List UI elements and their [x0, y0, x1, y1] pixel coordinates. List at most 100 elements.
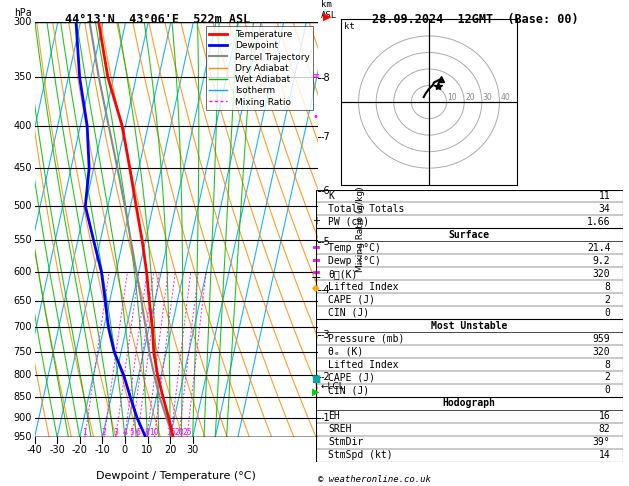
Text: 16: 16: [599, 411, 610, 421]
Text: hPa: hPa: [14, 8, 31, 17]
Text: 2: 2: [604, 295, 610, 305]
Text: 8: 8: [604, 282, 610, 292]
Text: 2: 2: [102, 428, 106, 437]
Text: CAPE (J): CAPE (J): [328, 372, 375, 382]
Text: 750: 750: [13, 347, 31, 357]
Legend: Temperature, Dewpoint, Parcel Trajectory, Dry Adiabat, Wet Adiabat, Isotherm, Mi: Temperature, Dewpoint, Parcel Trajectory…: [206, 26, 313, 110]
Text: EH: EH: [328, 411, 340, 421]
Text: ◆: ◆: [312, 283, 320, 293]
Text: 450: 450: [13, 163, 31, 173]
Text: -10: -10: [94, 445, 110, 454]
Text: Lifted Index: Lifted Index: [328, 360, 399, 369]
Text: -4: -4: [321, 285, 330, 295]
Text: © weatheronline.co.uk: © weatheronline.co.uk: [318, 474, 430, 484]
Text: Most Unstable: Most Unstable: [431, 321, 508, 330]
Text: PW (cm): PW (cm): [328, 217, 369, 227]
Text: θᴇ(K): θᴇ(K): [328, 269, 357, 279]
Text: Lifted Index: Lifted Index: [328, 282, 399, 292]
Text: Mixing Ratio (g/kg): Mixing Ratio (g/kg): [355, 187, 365, 273]
Text: 14: 14: [599, 450, 610, 460]
Text: -3: -3: [321, 330, 330, 340]
Text: Pressure (mb): Pressure (mb): [328, 333, 404, 344]
Text: 16: 16: [166, 428, 175, 437]
Text: -7: -7: [321, 132, 330, 142]
Text: Totals Totals: Totals Totals: [328, 204, 404, 214]
Text: 4: 4: [122, 428, 127, 437]
Text: Dewpoint / Temperature (°C): Dewpoint / Temperature (°C): [96, 471, 256, 481]
Text: 0: 0: [122, 445, 128, 454]
Text: 10: 10: [447, 92, 457, 102]
Text: CIN (J): CIN (J): [328, 385, 369, 396]
Text: 320: 320: [593, 269, 610, 279]
Text: StmDir: StmDir: [328, 437, 364, 447]
Text: 39°: 39°: [593, 437, 610, 447]
Text: kt: kt: [345, 22, 355, 32]
Text: 700: 700: [13, 322, 31, 332]
Text: 30: 30: [482, 92, 493, 102]
Text: 3: 3: [113, 428, 118, 437]
Text: CAPE (J): CAPE (J): [328, 295, 375, 305]
Text: 350: 350: [13, 72, 31, 83]
Text: 5: 5: [129, 428, 134, 437]
Text: -8: -8: [321, 73, 330, 84]
Text: 2: 2: [604, 372, 610, 382]
Text: 600: 600: [13, 267, 31, 277]
Text: 8: 8: [145, 428, 149, 437]
Text: 850: 850: [13, 392, 31, 402]
Text: 950: 950: [13, 433, 31, 442]
Text: 959: 959: [593, 333, 610, 344]
Text: 1.66: 1.66: [587, 217, 610, 227]
Text: 320: 320: [593, 347, 610, 357]
Text: ←LCL: ←LCL: [321, 382, 345, 392]
Text: 6: 6: [135, 428, 140, 437]
Text: CIN (J): CIN (J): [328, 308, 369, 318]
Text: -5: -5: [321, 237, 330, 247]
Text: 11: 11: [599, 191, 610, 201]
Text: ▶: ▶: [323, 11, 331, 21]
Text: ≡: ≡: [312, 71, 320, 81]
Text: 34: 34: [599, 204, 610, 214]
Text: 550: 550: [13, 235, 31, 245]
Text: 20: 20: [174, 428, 184, 437]
Text: +: +: [311, 271, 321, 284]
Text: 0: 0: [604, 385, 610, 396]
Text: θₑ (K): θₑ (K): [328, 347, 364, 357]
Text: 21.4: 21.4: [587, 243, 610, 253]
Text: 800: 800: [13, 370, 31, 381]
Text: Surface: Surface: [448, 230, 490, 240]
Text: 30: 30: [187, 445, 199, 454]
Text: 10: 10: [150, 428, 159, 437]
Text: -6: -6: [321, 186, 330, 196]
Text: -20: -20: [72, 445, 87, 454]
Text: 10: 10: [142, 445, 153, 454]
Text: Hodograph: Hodograph: [443, 399, 496, 408]
Text: 82: 82: [599, 424, 610, 434]
Text: •: •: [313, 112, 319, 122]
Text: Temp (°C): Temp (°C): [328, 243, 381, 253]
Text: -30: -30: [49, 445, 65, 454]
Text: 28.09.2024  12GMT  (Base: 00): 28.09.2024 12GMT (Base: 00): [372, 13, 578, 26]
Text: 500: 500: [13, 201, 31, 211]
Text: 900: 900: [13, 413, 31, 423]
Text: 25: 25: [182, 428, 192, 437]
Text: ■: ■: [311, 374, 320, 384]
Text: 1: 1: [82, 428, 87, 437]
Text: -40: -40: [26, 445, 43, 454]
Text: +: +: [312, 216, 320, 226]
Text: 44°13'N  43°06'E  522m ASL: 44°13'N 43°06'E 522m ASL: [65, 13, 250, 26]
Text: -2: -2: [321, 372, 330, 382]
Text: 40: 40: [500, 92, 510, 102]
Text: km
ASL: km ASL: [321, 0, 337, 20]
Text: 300: 300: [13, 17, 31, 27]
Text: 9.2: 9.2: [593, 256, 610, 266]
Text: 0: 0: [604, 308, 610, 318]
Text: Dewp (°C): Dewp (°C): [328, 256, 381, 266]
Text: 8: 8: [604, 360, 610, 369]
Text: 400: 400: [13, 121, 31, 131]
Text: 650: 650: [13, 295, 31, 306]
Text: StmSpd (kt): StmSpd (kt): [328, 450, 392, 460]
Text: K: K: [328, 191, 334, 201]
Text: SREH: SREH: [328, 424, 352, 434]
Text: ▶: ▶: [312, 387, 320, 397]
Text: -1: -1: [321, 413, 330, 422]
